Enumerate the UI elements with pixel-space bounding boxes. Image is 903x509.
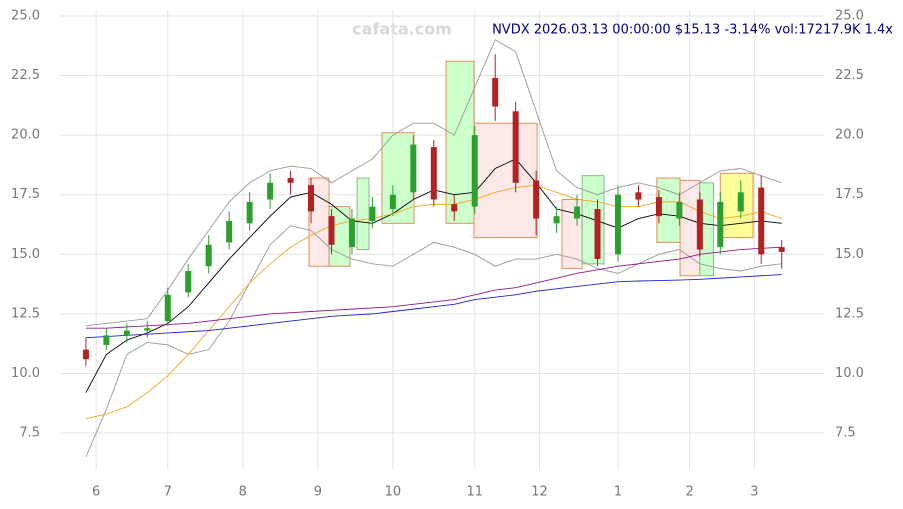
candle-body bbox=[696, 199, 703, 250]
candle-body bbox=[82, 349, 89, 360]
candle-body bbox=[267, 182, 274, 200]
candle-body bbox=[205, 244, 212, 267]
candle-body bbox=[594, 209, 601, 260]
candle-body bbox=[389, 194, 396, 210]
x-tick-label: 11 bbox=[466, 485, 483, 500]
y-tick-label: 20.0 bbox=[11, 128, 40, 143]
y-tick-label: 12.5 bbox=[11, 306, 40, 321]
y-tick-label-right: 12.5 bbox=[835, 306, 864, 321]
y-tick-label: 25.0 bbox=[11, 8, 40, 23]
candle-body bbox=[737, 192, 744, 212]
zone bbox=[719, 172, 754, 239]
y-tick-label: 10.0 bbox=[11, 366, 40, 381]
x-tick-label: 6 bbox=[92, 485, 100, 500]
candle-body bbox=[328, 216, 335, 245]
y-tick-label-right: 17.5 bbox=[835, 187, 864, 202]
candle-body bbox=[778, 247, 785, 252]
x-tick-label: 8 bbox=[239, 485, 247, 500]
y-tick-label: 15.0 bbox=[11, 247, 40, 262]
candle-body bbox=[246, 201, 253, 224]
candle-body bbox=[287, 178, 294, 183]
y-tick-label: 22.5 bbox=[11, 68, 40, 83]
y-tick-label-right: 15.0 bbox=[835, 247, 864, 262]
candle-body bbox=[492, 77, 499, 107]
candle-body bbox=[676, 201, 683, 219]
candle-body bbox=[226, 220, 233, 243]
x-tick-label: 9 bbox=[314, 485, 322, 500]
x-tick-label: 12 bbox=[531, 485, 548, 500]
candle-body bbox=[758, 187, 765, 255]
x-tick-label: 1 bbox=[614, 485, 622, 500]
candle-body bbox=[635, 192, 642, 200]
candle-body bbox=[369, 206, 376, 221]
y-tick-label-right: 25.0 bbox=[835, 8, 864, 23]
y-tick-label-right: 10.0 bbox=[835, 366, 864, 381]
candle-body bbox=[410, 144, 417, 193]
candle-body bbox=[430, 147, 437, 200]
candle-body bbox=[185, 270, 192, 293]
candle-body bbox=[123, 330, 130, 336]
zone bbox=[445, 60, 475, 224]
x-tick-label: 10 bbox=[385, 485, 402, 500]
x-tick-label: 3 bbox=[750, 485, 758, 500]
chart-title: NVDX 2026.03.13 00:00:00 $15.13 -3.14% v… bbox=[492, 23, 893, 38]
candle-body bbox=[655, 197, 662, 217]
candle-body bbox=[308, 185, 315, 212]
candle-body bbox=[574, 206, 581, 219]
y-tick-label: 7.5 bbox=[19, 426, 40, 441]
candle-body bbox=[103, 335, 110, 345]
candle-body bbox=[512, 111, 519, 183]
y-tick-label-right: 20.0 bbox=[835, 128, 864, 143]
indicator-line bbox=[85, 225, 782, 458]
indicator-line bbox=[85, 246, 782, 329]
x-tick-label: 2 bbox=[685, 485, 693, 500]
indicator-line bbox=[85, 39, 782, 327]
candle-body bbox=[717, 201, 724, 248]
candle-body bbox=[451, 204, 458, 212]
candle-body bbox=[553, 216, 560, 224]
y-tick-label-right: 22.5 bbox=[835, 68, 864, 83]
watermark: cafata.com bbox=[352, 20, 452, 39]
y-tick-label: 17.5 bbox=[11, 187, 40, 202]
candle-body bbox=[471, 135, 478, 207]
y-tick-label-right: 7.5 bbox=[835, 426, 856, 441]
x-tick-label: 7 bbox=[164, 485, 172, 500]
candle-body bbox=[164, 294, 171, 322]
indicator-line bbox=[85, 274, 782, 339]
zone bbox=[473, 122, 538, 239]
candle-body bbox=[614, 194, 621, 255]
candle-body bbox=[144, 328, 151, 331]
candle-body bbox=[348, 218, 355, 248]
candle-body bbox=[533, 180, 540, 219]
zone bbox=[356, 177, 370, 251]
